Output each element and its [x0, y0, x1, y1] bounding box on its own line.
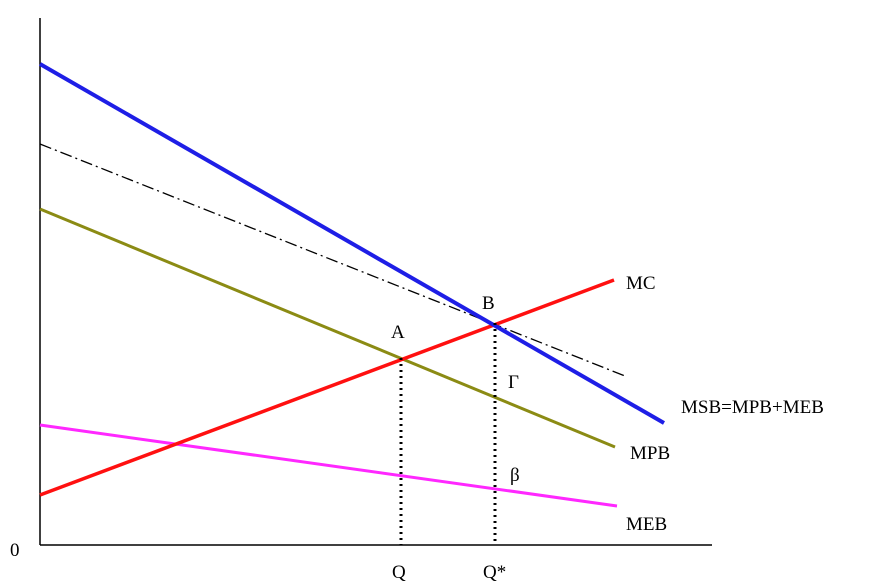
msb-line	[39, 62, 665, 425]
q-tick-label: Q	[392, 562, 406, 583]
mpb-line	[39, 207, 616, 449]
dashdot-line	[39, 143, 626, 377]
mc-label: MC	[626, 273, 656, 294]
meb-line	[39, 423, 618, 508]
mpb-label: MPB	[630, 443, 670, 464]
mc-line	[39, 278, 615, 497]
meb-label: MEB	[626, 514, 667, 535]
gamma-label: Γ	[508, 372, 519, 393]
point-a-label: A	[391, 322, 405, 343]
origin-label: 0	[10, 540, 20, 561]
beta-label: β	[510, 465, 520, 486]
msb-label: MSB=MPB+MEB	[681, 397, 824, 418]
point-b-label: B	[482, 293, 495, 314]
q-star-tick-label: Q*	[483, 562, 506, 583]
